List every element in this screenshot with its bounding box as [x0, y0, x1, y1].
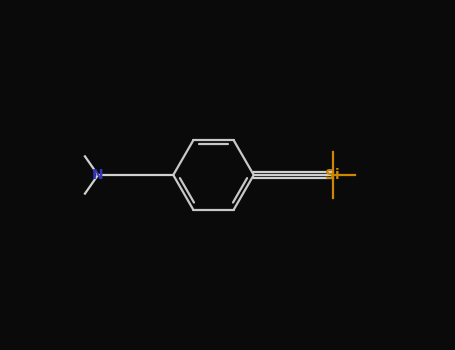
Text: Si: Si	[325, 168, 340, 182]
Text: N: N	[92, 168, 104, 182]
